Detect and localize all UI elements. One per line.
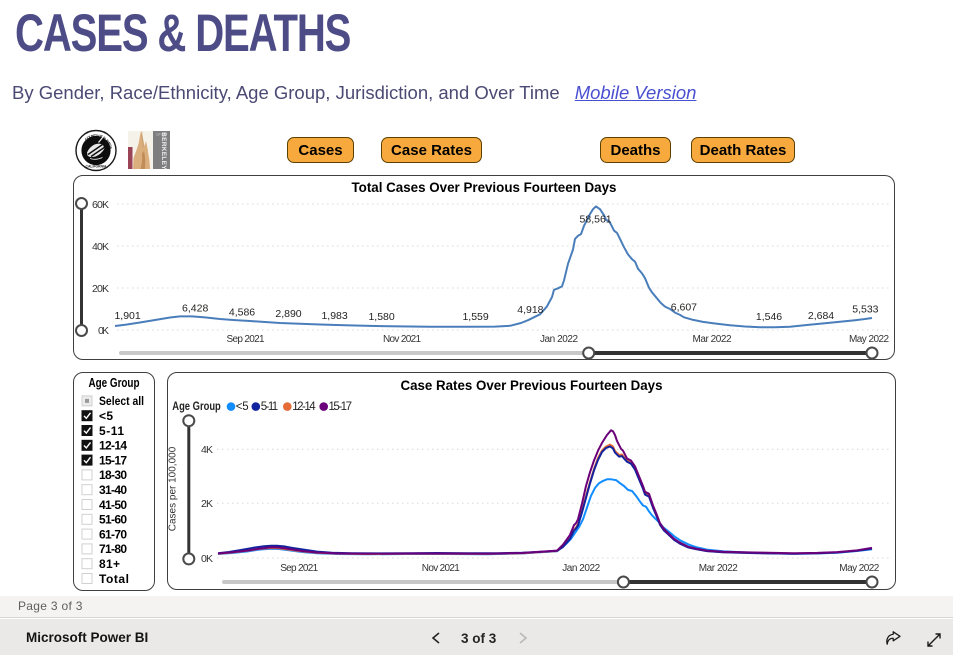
svg-text:1,546: 1,546 [756, 311, 782, 323]
svg-text:T: T [94, 134, 97, 138]
svg-text:6,428: 6,428 [182, 302, 208, 314]
svg-text:L: L [103, 137, 108, 142]
svg-text:1,901: 1,901 [114, 310, 140, 322]
svg-text:4K: 4K [201, 444, 213, 456]
svg-text:F: F [100, 135, 104, 140]
svg-text:Age Group: Age Group [89, 376, 140, 390]
svg-text:Jan 2022: Jan 2022 [540, 334, 578, 345]
svg-text:May 2022: May 2022 [849, 334, 889, 345]
svg-text:A: A [105, 138, 110, 143]
svg-text:31-40: 31-40 [99, 483, 127, 497]
svg-text:A: A [108, 146, 112, 150]
svg-text:E: E [107, 142, 112, 146]
svg-text:0K: 0K [98, 325, 109, 337]
svg-text:O: O [98, 134, 102, 139]
svg-text:15-17: 15-17 [329, 401, 353, 413]
svg-text:6,607: 6,607 [671, 301, 697, 313]
svg-text:1,580: 1,580 [368, 311, 394, 323]
svg-text:18-30: 18-30 [99, 468, 127, 482]
svg-text:2K: 2K [201, 498, 213, 510]
svg-text:A: A [102, 136, 107, 141]
svg-text:May 2022: May 2022 [839, 563, 879, 574]
svg-text:Jan 2022: Jan 2022 [562, 563, 600, 574]
svg-text:Nov 2021: Nov 2021 [383, 334, 421, 345]
svg-text:CITY OF: CITY OF [156, 133, 167, 137]
svg-text:58,561: 58,561 [580, 213, 612, 225]
svg-text:20K: 20K [92, 283, 109, 295]
svg-text:2,684: 2,684 [808, 310, 834, 322]
svg-text:Age Group: Age Group [172, 401, 221, 413]
svg-text:BERKELEY: BERKELEY [160, 132, 167, 169]
svg-text:4,918: 4,918 [517, 304, 543, 316]
svg-text:<5: <5 [99, 409, 113, 423]
svg-text:40K: 40K [92, 241, 109, 253]
svg-text:Mar 2022: Mar 2022 [699, 563, 738, 574]
svg-text:<5: <5 [236, 401, 249, 413]
svg-text:5,533: 5,533 [852, 304, 878, 316]
svg-text:2,890: 2,890 [275, 308, 301, 320]
svg-text:1,559: 1,559 [462, 311, 488, 323]
svg-text:Y: Y [96, 134, 99, 138]
svg-text:Nov 2021: Nov 2021 [422, 563, 460, 574]
svg-text:12-14: 12-14 [292, 401, 316, 413]
svg-text:O: O [86, 135, 91, 140]
svg-text:15-17: 15-17 [99, 453, 127, 467]
svg-text:61-70: 61-70 [99, 527, 127, 541]
svg-text:CALIFORNIA: CALIFORNIA [86, 165, 107, 169]
svg-text:C: C [84, 137, 89, 142]
svg-text:41-50: 41-50 [99, 498, 127, 512]
svg-text:Total: Total [99, 572, 129, 586]
svg-text:51-60: 51-60 [99, 513, 127, 527]
svg-text:M: M [106, 140, 111, 145]
svg-text:1,983: 1,983 [321, 310, 347, 322]
svg-text:60K: 60K [92, 199, 109, 211]
svg-text:U: U [89, 134, 93, 139]
svg-text:5-11: 5-11 [99, 424, 124, 438]
svg-text:Mar 2022: Mar 2022 [693, 334, 732, 345]
svg-text:Sep 2021: Sep 2021 [280, 563, 318, 574]
svg-text:N: N [91, 134, 95, 139]
svg-text:Select all: Select all [99, 394, 144, 408]
svg-text:0K: 0K [201, 553, 213, 565]
svg-text:81+: 81+ [99, 557, 120, 571]
svg-text:5-11: 5-11 [261, 401, 279, 413]
svg-text:4,586: 4,586 [229, 307, 255, 319]
svg-text:Sep 2021: Sep 2021 [227, 334, 265, 345]
svg-text:Case Rates Over Previous Fourt: Case Rates Over Previous Fourteen Days [401, 378, 663, 393]
svg-text:Cases per 100,000: Cases per 100,000 [168, 446, 179, 531]
svg-text:Total Cases Over Previous Four: Total Cases Over Previous Fourteen Days [352, 180, 617, 195]
svg-text:12-14: 12-14 [99, 439, 127, 453]
svg-text:D: D [108, 144, 113, 148]
svg-text:71-80: 71-80 [99, 542, 127, 556]
